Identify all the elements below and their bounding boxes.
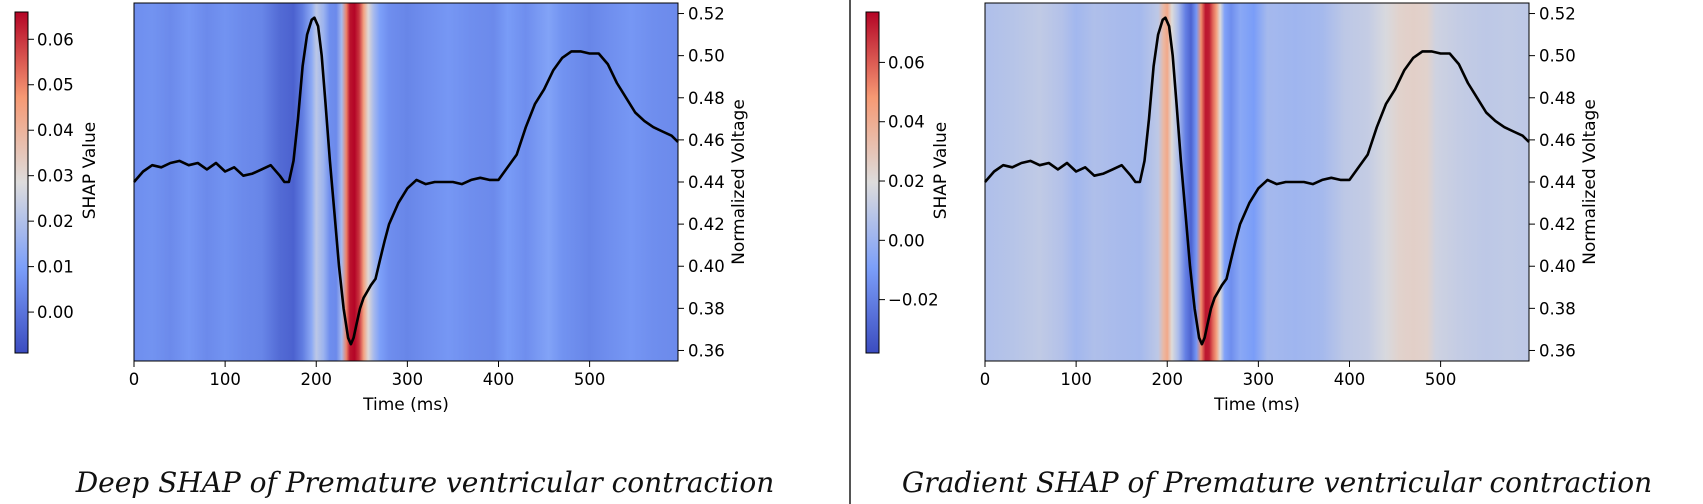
- colorbar-tick-label: 0.00: [888, 231, 925, 250]
- x-tick-label: 100: [209, 370, 241, 389]
- shap-heatmap: [985, 3, 1529, 361]
- shap-heatmap: [134, 3, 678, 361]
- x-axis-label: Time (ms): [362, 395, 449, 415]
- y-axis-label: Normalized Voltage: [729, 99, 749, 265]
- colorbar: [865, 11, 880, 354]
- x-axis-label: Time (ms): [1213, 395, 1300, 415]
- colorbar-tick-label: 0.01: [37, 258, 74, 277]
- colorbar-tick-label: 0.02: [888, 172, 925, 191]
- x-tick-label: 400: [483, 370, 515, 389]
- panel-divider: [849, 0, 851, 504]
- y-tick-label: 0.50: [1539, 47, 1576, 66]
- colorbar-tick-label: 0.03: [37, 167, 74, 186]
- x-tick-label: 500: [574, 370, 606, 389]
- x-tick-label: 400: [1334, 370, 1366, 389]
- deep-shap-caption: Deep SHAP of Premature ventricular contr…: [75, 466, 775, 499]
- gradient-shap-chart: 0 100 200 300 400 500 Time (ms) 0.36 0.38 0.40 0.4…: [865, 2, 1600, 415]
- gradient-shap-caption: Gradient SHAP of Premature ventricular c…: [901, 466, 1653, 499]
- y-tick-label: 0.36: [688, 341, 725, 360]
- colorbar-label: SHAP Value: [931, 122, 951, 220]
- colorbar-tick-label: 0.06: [888, 53, 925, 72]
- y-tick-label: 0.44: [1539, 173, 1576, 192]
- y-tick-label: 0.48: [1539, 89, 1576, 108]
- x-tick-label: 500: [1425, 370, 1457, 389]
- ecg-signal-line: [984, 16, 1530, 346]
- deep-shap-panel: 0 100 200 300 400 500 Time (ms) 0.36 0.38 0.40 0.4…: [0, 0, 850, 504]
- y-tick-label: 0.38: [1539, 299, 1576, 318]
- colorbar-tick-label: 0.02: [37, 212, 74, 231]
- y-tick-label: 0.40: [1539, 257, 1576, 276]
- colorbar: [14, 11, 29, 354]
- x-tick-label: 200: [300, 370, 332, 389]
- colorbar-label: SHAP Value: [80, 122, 100, 220]
- x-tick-label: 300: [392, 370, 424, 389]
- colorbar-tick-label: 0.00: [37, 303, 74, 322]
- x-tick-label: 100: [1060, 370, 1092, 389]
- y-tick-label: 0.50: [688, 47, 725, 66]
- colorbar-tick-label: 0.04: [888, 113, 925, 132]
- y-tick-label: 0.52: [1539, 5, 1576, 24]
- y-axis-label: Normalized Voltage: [1580, 99, 1600, 265]
- y-tick-label: 0.46: [1539, 131, 1576, 150]
- colorbar-tick-label: −0.02: [888, 291, 939, 310]
- x-tick-label: 0: [980, 370, 991, 389]
- colorbar-tick-label: 0.05: [37, 76, 74, 95]
- y-tick-label: 0.44: [688, 173, 725, 192]
- y-tick-label: 0.42: [1539, 215, 1576, 234]
- y-tick-label: 0.42: [688, 215, 725, 234]
- x-tick-label: 200: [1151, 370, 1183, 389]
- y-tick-label: 0.52: [688, 5, 725, 24]
- y-tick-label: 0.46: [688, 131, 725, 150]
- y-tick-label: 0.36: [1539, 341, 1576, 360]
- deep-shap-chart: 0 100 200 300 400 500 Time (ms) 0.36 0.38 0.40 0.4…: [14, 2, 749, 415]
- gradient-shap-panel: 0 100 200 300 400 500 Time (ms) 0.36 0.38 0.40 0.4…: [851, 0, 1703, 504]
- y-tick-label: 0.38: [688, 299, 725, 318]
- y-tick-label: 0.40: [688, 257, 725, 276]
- colorbar-tick-label: 0.04: [37, 121, 74, 140]
- x-tick-label: 0: [129, 370, 140, 389]
- colorbar-tick-label: 0.06: [37, 30, 74, 49]
- ecg-signal-line: [133, 16, 679, 346]
- x-tick-label: 300: [1243, 370, 1275, 389]
- y-tick-label: 0.48: [688, 89, 725, 108]
